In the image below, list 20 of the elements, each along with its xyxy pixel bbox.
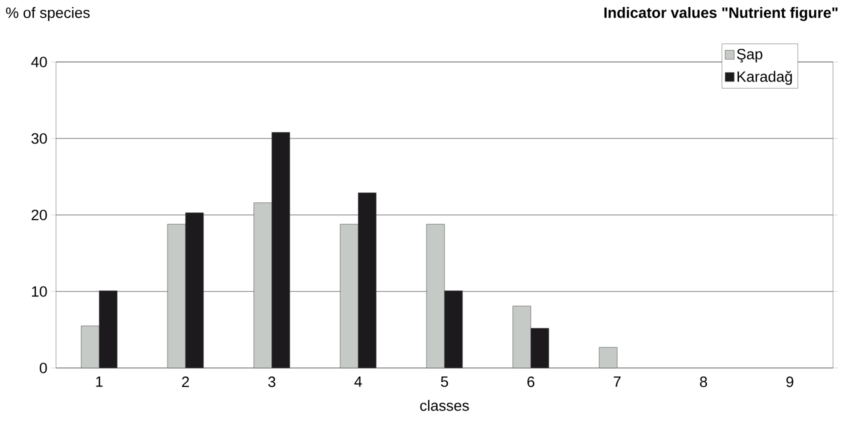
x-tick-label: 3 <box>268 376 276 388</box>
y-tick-label: 10 <box>32 286 47 297</box>
x-tick-label: 1 <box>96 376 103 387</box>
y-tick-label: 30 <box>31 133 47 144</box>
legend-label: Karadağ <box>738 70 792 85</box>
y-tick-label: 20 <box>32 210 47 220</box>
x-tick-label: 5 <box>440 376 448 387</box>
x-tick-label: 7 <box>614 376 621 387</box>
y-axis-title: % of species <box>6 7 90 21</box>
chart-title: Indicator values "Nutrient figure" <box>604 6 838 21</box>
x-tick-label: 8 <box>700 376 708 388</box>
x-tick-label: 4 <box>354 376 362 387</box>
bar <box>598 347 618 368</box>
x-tick-label: 6 <box>527 376 534 388</box>
legend-label: Şap <box>737 48 762 62</box>
x-tick-label: 9 <box>786 376 794 388</box>
y-tick-label: 0 <box>40 362 47 374</box>
x-tick-label: 2 <box>182 376 189 387</box>
y-tick-label: 40 <box>31 56 47 68</box>
x-axis-title: classes <box>420 400 469 411</box>
